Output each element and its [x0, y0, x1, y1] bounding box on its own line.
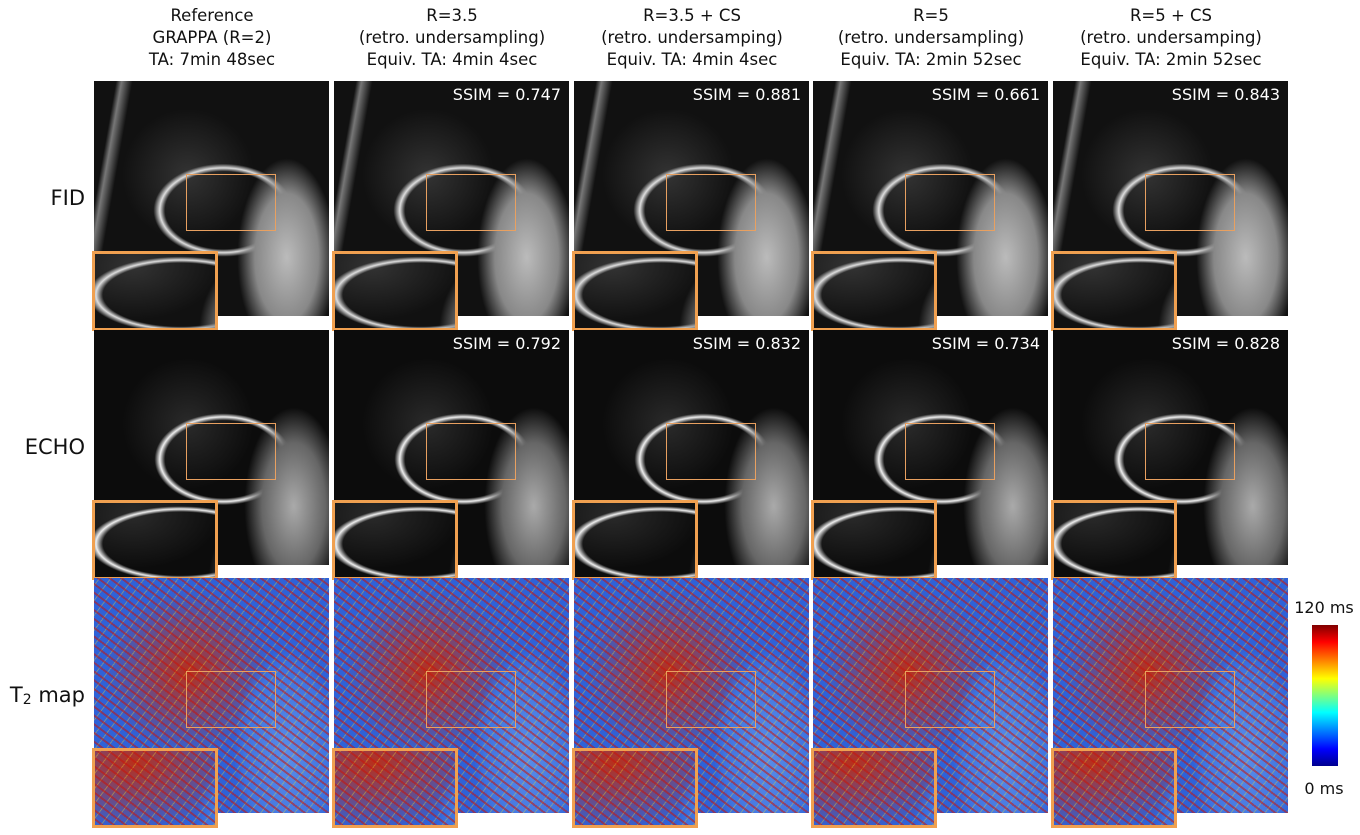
ssim-label: SSIM = 0.792 — [452, 334, 561, 353]
image-panel: SSIM = 0.843 — [1051, 81, 1288, 331]
zoom-inset — [1051, 500, 1177, 580]
header-line: TA: 7min 48sec — [148, 50, 276, 69]
zoom-box — [426, 423, 516, 480]
column-header: R=5 (retro. undersampling) Equiv. TA: 2min… — [811, 5, 1051, 71]
image-panel: SSIM = 0.661 — [811, 81, 1048, 331]
header-line: (retro. undersamping) — [601, 28, 783, 47]
zoom-box — [186, 423, 276, 480]
zoom-box — [666, 423, 756, 480]
zoom-box — [186, 671, 276, 728]
zoom-inset — [572, 748, 698, 828]
zoom-box — [905, 423, 995, 480]
colorbar — [1312, 625, 1338, 766]
label-part: map — [31, 683, 85, 707]
header-line: (retro. undersampling) — [837, 28, 1025, 47]
label-part: T — [9, 683, 23, 707]
ssim-label: SSIM = 0.832 — [692, 334, 801, 353]
zoom-inset — [332, 500, 458, 580]
zoom-box — [186, 174, 276, 231]
image-panel — [1051, 578, 1288, 828]
zoom-inset — [92, 251, 218, 331]
zoom-inset — [572, 500, 698, 580]
zoom-box — [666, 174, 756, 231]
image-panel: SSIM = 0.832 — [572, 330, 809, 580]
zoom-box — [666, 671, 756, 728]
column-header: R=5 + CS (retro. undersamping) Equiv. TA: … — [1051, 5, 1291, 71]
zoom-inset — [1051, 251, 1177, 331]
header-line: R=5 + CS — [1129, 6, 1213, 25]
image-panel: SSIM = 0.734 — [811, 330, 1048, 580]
header-line: Equiv. TA: 4min 4sec — [366, 50, 538, 69]
header-line: Equiv. TA: 2min 52sec — [840, 50, 1022, 69]
header-line: (retro. undersampling) — [358, 28, 546, 47]
label-part: 2 — [22, 692, 32, 708]
row-label: ECHO — [5, 435, 85, 459]
image-panel: SSIM = 0.881 — [572, 81, 809, 331]
image-panel — [811, 578, 1048, 828]
header-line: R=3.5 + CS — [643, 6, 741, 25]
colorbar-min: 0 ms — [1304, 779, 1344, 798]
zoom-inset — [92, 500, 218, 580]
zoom-box — [426, 671, 516, 728]
ssim-label: SSIM = 0.828 — [1171, 334, 1280, 353]
image-panel — [92, 81, 329, 331]
image-panel — [92, 330, 329, 580]
zoom-box — [1145, 174, 1235, 231]
zoom-box — [426, 174, 516, 231]
column-header: R=3.5 (retro. undersampling) Equiv. TA: 4m… — [332, 5, 572, 71]
image-panel: SSIM = 0.792 — [332, 330, 569, 580]
zoom-inset — [1051, 748, 1177, 828]
image-panel: SSIM = 0.828 — [1051, 330, 1288, 580]
label-part: FID — [50, 186, 85, 210]
row-label: T2 map — [5, 683, 85, 708]
column-header: Reference GRAPPA (R=2) TA: 7min 48sec — [92, 5, 332, 71]
zoom-inset — [811, 251, 937, 331]
zoom-inset — [811, 500, 937, 580]
zoom-box — [905, 671, 995, 728]
header-line: Equiv. TA: 4min 4sec — [606, 50, 778, 69]
colorbar-max: 120 ms — [1294, 598, 1354, 617]
zoom-inset — [92, 748, 218, 828]
header-line: Equiv. TA: 2min 52sec — [1080, 50, 1262, 69]
ssim-label: SSIM = 0.881 — [692, 85, 801, 104]
row-label: FID — [5, 186, 85, 210]
label-part: ECHO — [24, 435, 85, 459]
zoom-box — [1145, 423, 1235, 480]
zoom-inset — [572, 251, 698, 331]
image-panel — [92, 578, 329, 828]
zoom-box — [1145, 671, 1235, 728]
image-panel — [572, 578, 809, 828]
zoom-box — [905, 174, 995, 231]
column-header: R=3.5 + CS (retro. undersamping) Equiv. TA… — [572, 5, 812, 71]
zoom-inset — [332, 748, 458, 828]
zoom-inset — [811, 748, 937, 828]
ssim-label: SSIM = 0.734 — [931, 334, 1040, 353]
ssim-label: SSIM = 0.747 — [452, 85, 561, 104]
header-line: Reference — [170, 6, 254, 25]
ssim-label: SSIM = 0.843 — [1171, 85, 1280, 104]
header-line: R=5 — [913, 6, 949, 25]
ssim-label: SSIM = 0.661 — [931, 85, 1040, 104]
zoom-inset — [332, 251, 458, 331]
header-line: R=3.5 — [426, 6, 478, 25]
image-panel: SSIM = 0.747 — [332, 81, 569, 331]
header-line: GRAPPA (R=2) — [152, 28, 272, 47]
image-panel — [332, 578, 569, 828]
header-line: (retro. undersamping) — [1080, 28, 1262, 47]
